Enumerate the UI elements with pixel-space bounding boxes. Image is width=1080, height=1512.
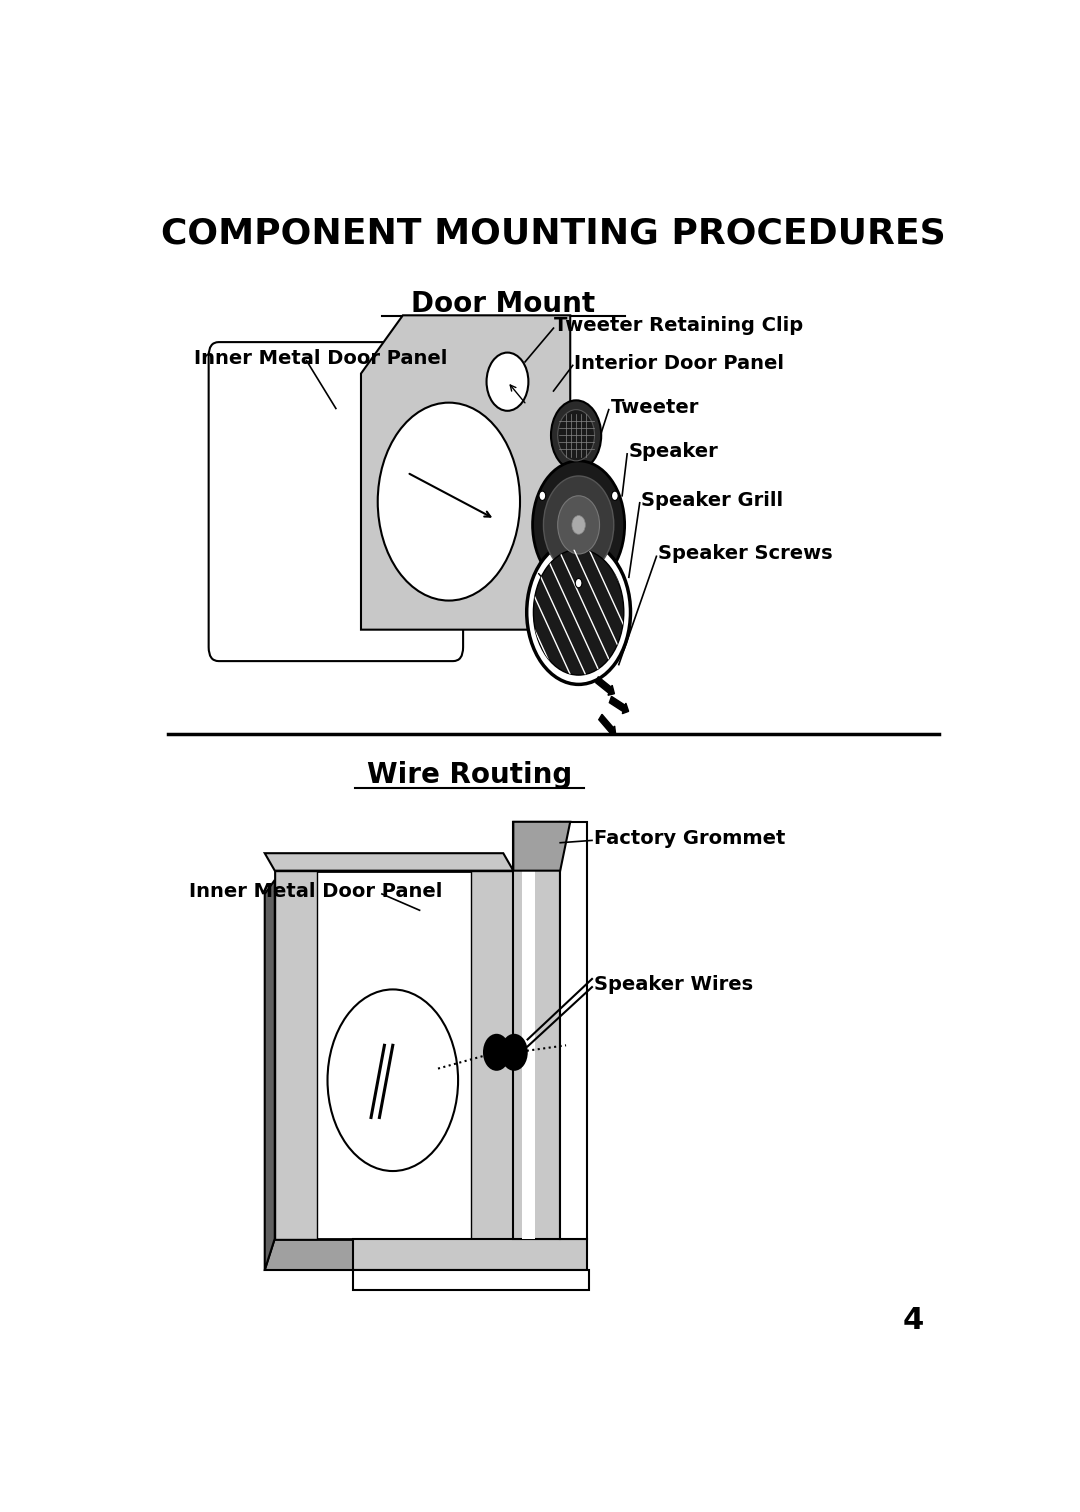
Text: Factory Grommet: Factory Grommet [594,829,785,848]
Polygon shape [352,1270,590,1290]
Text: Speaker Screws: Speaker Screws [658,544,833,564]
Polygon shape [265,1238,513,1270]
Polygon shape [352,1238,588,1270]
Text: Tweeter: Tweeter [610,398,699,417]
FancyArrow shape [609,697,629,714]
Circle shape [611,491,618,500]
Text: Tweeter Retaining Clip: Tweeter Retaining Clip [554,316,802,336]
Text: Speaker: Speaker [629,442,718,461]
FancyArrow shape [596,677,615,696]
Circle shape [576,579,582,588]
Text: Speaker Wires: Speaker Wires [594,975,753,995]
Circle shape [378,402,521,600]
Circle shape [484,1034,509,1070]
Circle shape [532,461,624,590]
Polygon shape [561,823,588,1238]
Circle shape [557,410,594,461]
Polygon shape [274,871,318,1238]
Polygon shape [274,871,513,1238]
Circle shape [543,476,613,573]
Circle shape [534,549,624,674]
Text: Speaker Grill: Speaker Grill [642,491,783,510]
Polygon shape [265,880,274,1270]
Text: Door Mount: Door Mount [411,290,595,318]
Circle shape [327,989,458,1170]
FancyArrow shape [598,714,616,735]
FancyBboxPatch shape [208,342,463,661]
Polygon shape [265,853,513,871]
Circle shape [557,496,599,553]
Circle shape [539,491,545,500]
Text: Wire Routing: Wire Routing [367,761,572,789]
Polygon shape [522,871,535,1238]
Circle shape [501,1034,527,1070]
Polygon shape [513,823,561,1238]
Circle shape [527,540,631,685]
Circle shape [486,352,528,411]
Polygon shape [472,871,513,1238]
Text: 4: 4 [903,1305,924,1335]
Circle shape [572,516,585,534]
Polygon shape [513,823,570,871]
Text: COMPONENT MOUNTING PROCEDURES: COMPONENT MOUNTING PROCEDURES [161,216,946,251]
Text: Inner Metal Door Panel: Inner Metal Door Panel [189,881,443,901]
Circle shape [551,401,602,470]
Polygon shape [361,316,570,629]
Text: Interior Door Panel: Interior Door Panel [575,354,784,372]
Text: Inner Metal Door Panel: Inner Metal Door Panel [193,349,447,367]
